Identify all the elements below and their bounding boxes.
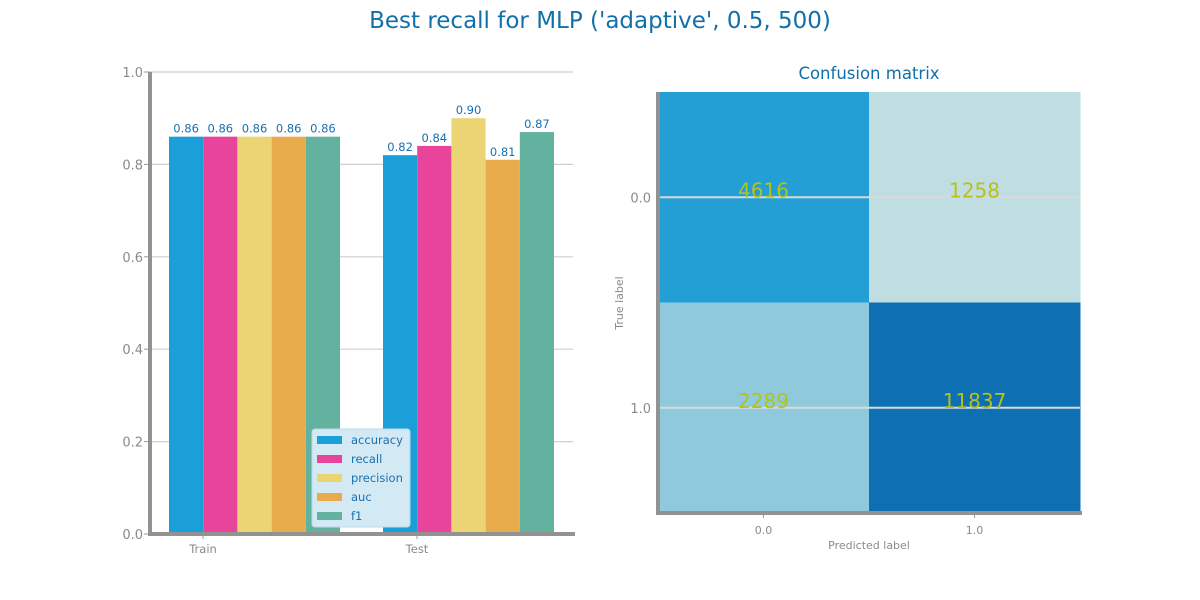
cell-value-label: 11837: [943, 389, 1007, 413]
bar-precision-train: [237, 136, 272, 534]
bar-accuracy-train: [169, 136, 204, 534]
metrics-bar-chart: 0.0 0.2 0.4 0.6 0.8 1.0 0.86 0.86 0.86 0.86 0.86 Tr…: [122, 66, 575, 556]
confusion-matrix-chart: Confusion matrix 4616 1258 2289 11837 0.0 1.0 0…: [613, 64, 1082, 552]
bar-value-label: 0.84: [421, 131, 447, 145]
x-tick-label: 1.0: [966, 524, 984, 537]
bar-auc-test: [485, 159, 520, 534]
legend-swatch-recall: [317, 455, 342, 463]
y-tick-label: 0.2: [122, 436, 143, 451]
legend: accuracy recall precision auc f1: [311, 428, 411, 528]
bar-f1-test: [519, 132, 554, 534]
bar-value-label: 0.86: [173, 122, 199, 136]
cell-value-label: 2289: [738, 389, 789, 413]
legend-label-auc: auc: [351, 490, 372, 504]
cell-value-label: 1258: [949, 178, 1000, 202]
bar-value-label: 0.86: [207, 122, 233, 136]
bar-value-label: 0.86: [242, 122, 268, 136]
legend-swatch-f1: [317, 512, 342, 520]
legend-swatch-accuracy: [317, 436, 342, 444]
cell-value-label: 4616: [738, 178, 789, 202]
legend-swatch-precision: [317, 474, 342, 482]
y-axis-label: True label: [613, 276, 626, 330]
bar-recall-train: [203, 136, 238, 534]
legend-swatch-auc: [317, 493, 342, 501]
bar-precision-test: [451, 118, 486, 534]
bar-auc-train: [271, 136, 306, 534]
bar-value-label: 0.86: [276, 122, 302, 136]
legend-label-f1: f1: [351, 509, 362, 523]
bar-value-label: 0.81: [490, 145, 516, 159]
legend-label-accuracy: accuracy: [351, 433, 403, 447]
legend-label-precision: precision: [351, 471, 403, 485]
x-tick-label: 0.0: [755, 524, 773, 537]
y-tick-label: 0.8: [122, 158, 143, 173]
bar-value-label: 0.90: [456, 103, 482, 117]
y-tick-label: 0.0: [630, 191, 651, 206]
x-axis-label: Predicted label: [828, 539, 910, 552]
heatmap-title: Confusion matrix: [798, 64, 939, 83]
bar-value-label: 0.82: [387, 140, 413, 154]
legend-label-recall: recall: [351, 452, 382, 466]
y-tick-label: 1.0: [122, 66, 143, 81]
y-tick-label: 0.0: [122, 528, 143, 543]
x-tick-label: Test: [405, 542, 429, 556]
figure-title: Best recall for MLP ('adaptive', 0.5, 50…: [369, 8, 831, 34]
legend-box: [311, 428, 411, 528]
bar-value-label: 0.87: [524, 117, 550, 131]
y-tick-label: 1.0: [630, 402, 651, 417]
x-tick-label: Train: [188, 542, 217, 556]
bar-recall-test: [417, 145, 452, 535]
bar-value-label: 0.86: [310, 122, 336, 136]
y-tick-label: 0.4: [122, 343, 143, 358]
y-tick-label: 0.6: [122, 251, 143, 266]
